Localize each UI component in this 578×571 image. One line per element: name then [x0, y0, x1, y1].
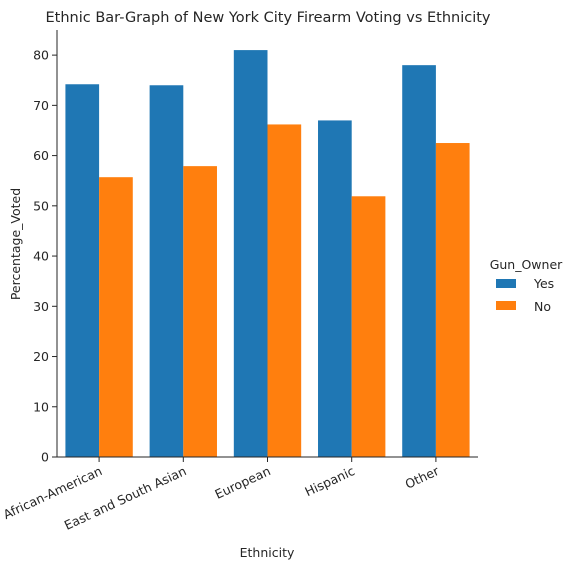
y-tick-label: 20: [33, 349, 49, 364]
chart-title: Ethnic Bar-Graph of New York City Firear…: [45, 10, 490, 26]
bar-no-hispanic: [351, 196, 386, 458]
y-tick-label: 80: [33, 48, 49, 63]
bar-yes-african-american: [65, 84, 100, 457]
y-tick-label: 0: [41, 450, 49, 465]
bar-yes-european: [233, 50, 268, 457]
legend: Gun_Owner Yes No: [490, 257, 563, 314]
y-tick-label: 60: [33, 148, 49, 163]
y-tick-label: 10: [33, 399, 49, 414]
legend-swatch-no: [496, 301, 516, 310]
y-axis-ticks: 0 10 20 30 40 50 60 70 80: [33, 48, 57, 465]
x-tick-label: European: [212, 463, 272, 502]
y-tick-label: 30: [33, 299, 49, 314]
bars: [65, 50, 470, 458]
x-tick-label: Other: [403, 463, 442, 492]
bar-yes-east-and-south-asian: [149, 85, 184, 458]
legend-swatch-yes: [496, 279, 516, 288]
x-axis-label: Ethnicity: [240, 545, 295, 560]
bar-no-african-american: [99, 177, 133, 458]
legend-label-yes: Yes: [533, 276, 554, 291]
bar-yes-hispanic: [318, 120, 352, 458]
bar-no-other: [435, 143, 470, 457]
y-tick-label: 40: [33, 249, 49, 264]
y-tick-label: 70: [33, 98, 49, 113]
y-axis-label: Percentage_Voted: [8, 188, 23, 300]
bar-no-east-and-south-asian: [183, 166, 217, 458]
bar-no-european: [267, 124, 302, 457]
y-tick-label: 50: [33, 198, 49, 213]
legend-title: Gun_Owner: [490, 257, 563, 272]
x-tick-label: Hispanic: [302, 463, 357, 499]
bar-yes-other: [402, 65, 436, 457]
legend-label-no: No: [534, 299, 551, 314]
